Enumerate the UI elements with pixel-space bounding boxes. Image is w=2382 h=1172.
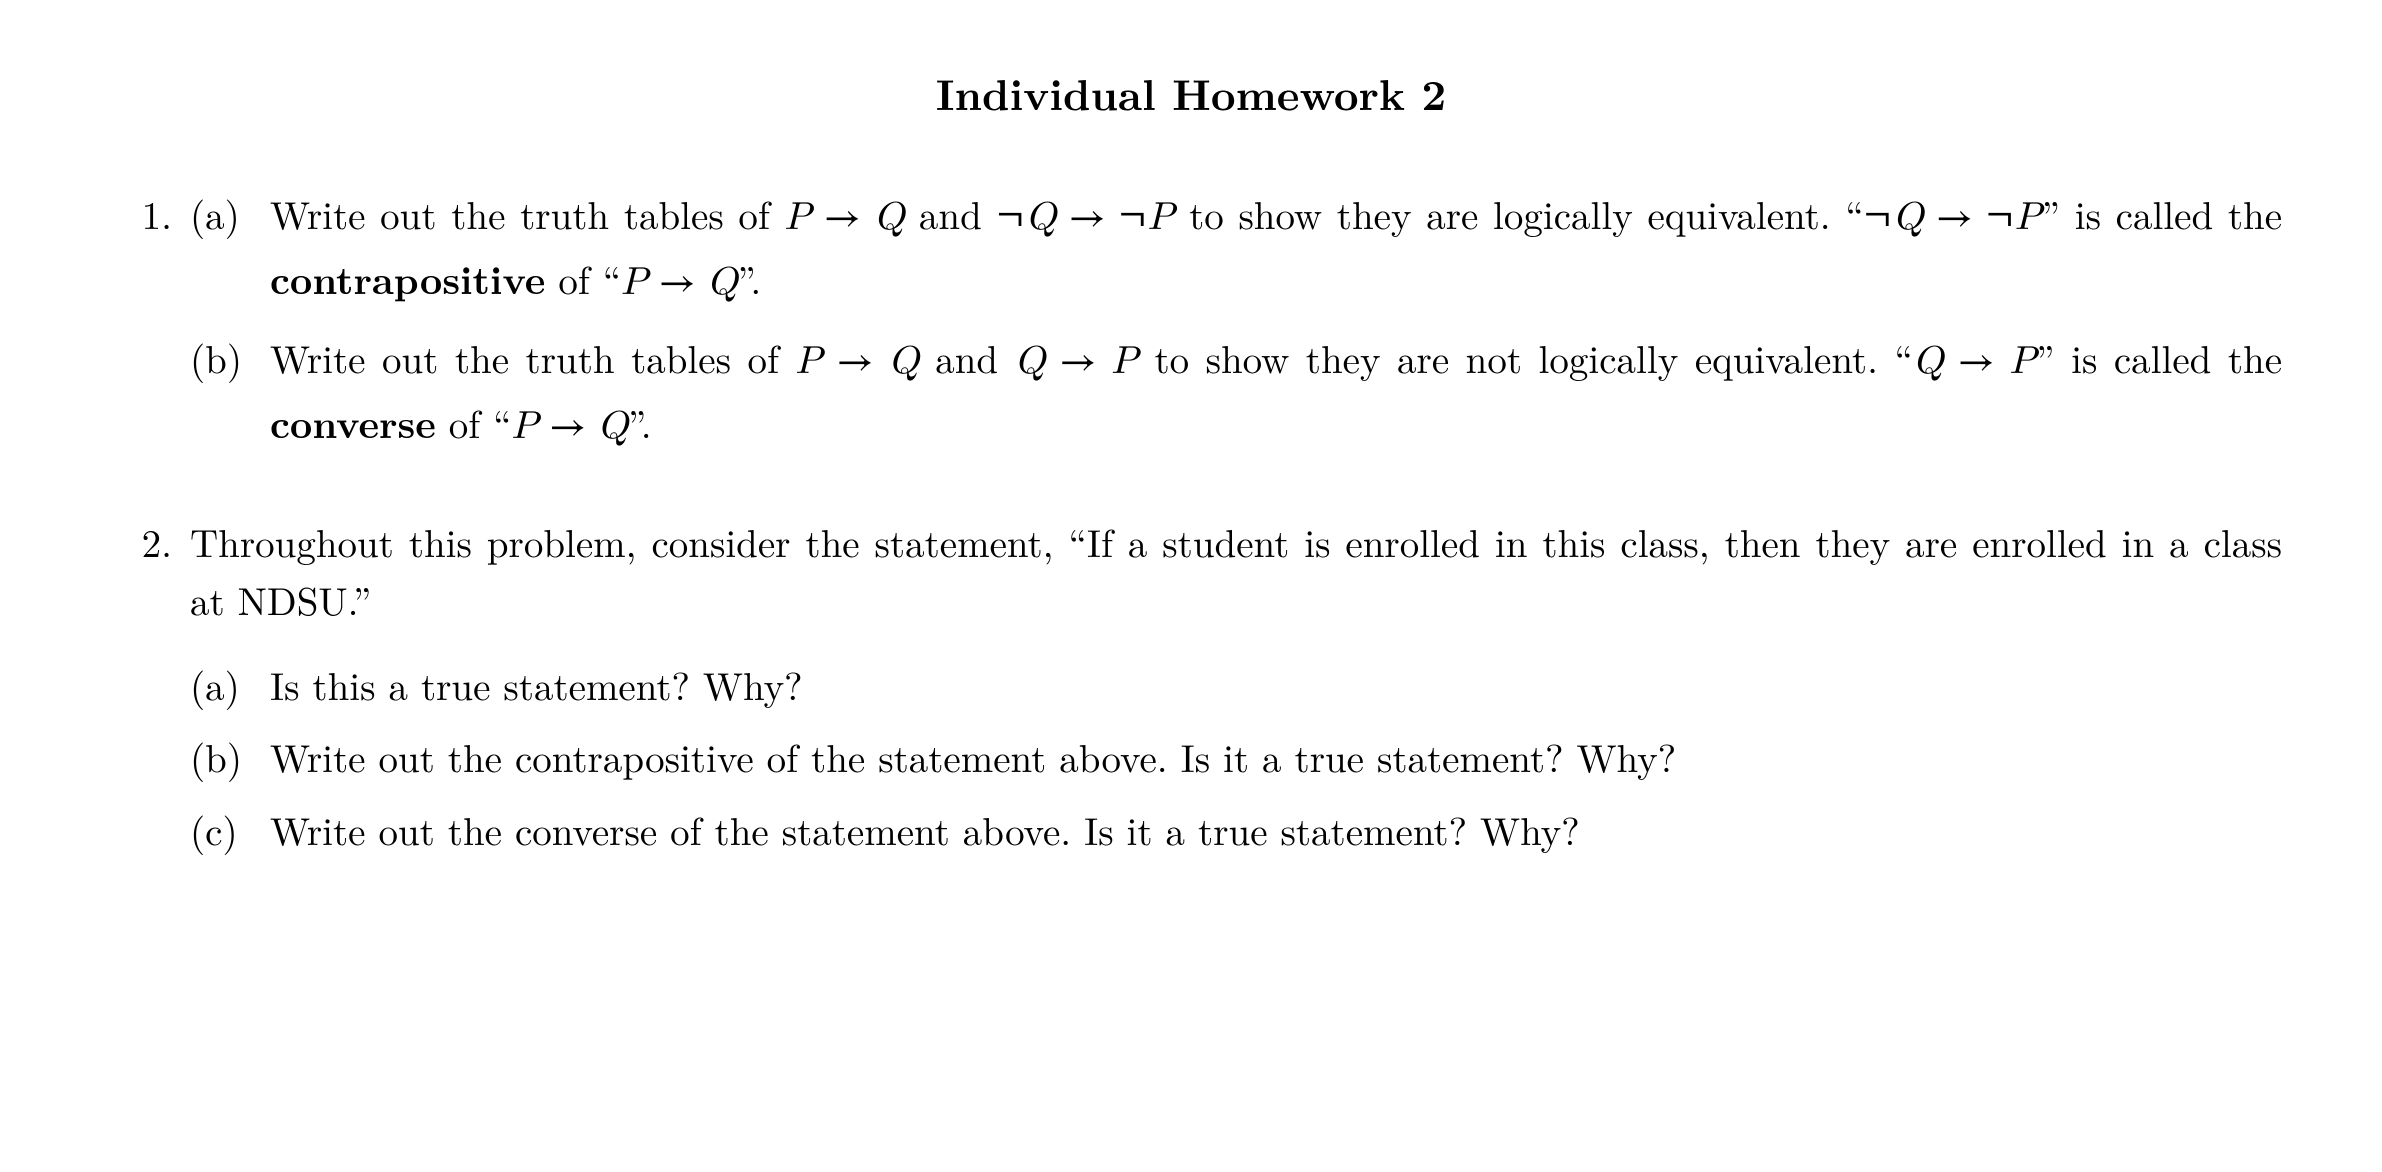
math-variable: Q [874,198,904,237]
subpart-text: Write out the truth tables of P → Q and … [270,185,2282,315]
negation-symbol: ¬ [1119,200,1148,239]
subpart-label: (b) [190,329,270,459]
math-variable: Q [1026,198,1056,237]
subpart: (a)Is this a true statement? Why? [190,656,2282,715]
text-run: ” is called the [2042,186,2282,241]
math-variable: P [512,407,539,446]
problems-container: 1.(a)Write out the truth tables of P → Q… [100,185,2282,874]
problem-intro: Throughout this problem, consider the st… [190,513,2282,630]
subpart-label: (c) [190,801,270,860]
arrow-symbol: → [1943,344,2009,383]
subpart: (b)Write out the truth tables of P → Q a… [190,329,2282,459]
subpart-text: Write out the contrapositive of the stat… [270,728,2282,787]
math-variable: P [795,342,822,381]
text-run: Throughout this problem, consider the st… [190,514,2282,628]
subpart-text: Write out the truth tables of P → Q and … [270,329,2282,459]
problem: 2.Throughout this problem, consider the … [100,513,2282,874]
subpart: (a)Write out the truth tables of P → Q a… [190,185,2282,315]
document-title: Individual Homework 2 [100,60,2282,125]
math-variable: P [785,198,812,237]
negation-symbol: ¬ [1864,200,1893,239]
text-run: Is this a true statement? Why? [270,657,803,712]
text-run: to show they are not logically equivalen… [1138,330,1913,385]
text-run: ”. [737,251,761,306]
subpart: (c)Write out the converse of the stateme… [190,801,2282,860]
negation-symbol: ¬ [1986,200,2015,239]
math-variable: P [2015,198,2042,237]
math-variable: Q [888,342,918,381]
text-run: Write out the truth tables of [270,186,785,241]
math-variable: P [621,263,648,302]
text-run: Write out the truth tables of [270,330,795,385]
arrow-symbol: → [811,200,874,239]
subpart-text: Write out the converse of the statement … [270,801,2282,860]
problem-number: 1. [100,185,190,473]
problem-body: (a)Write out the truth tables of P → Q a… [190,185,2282,473]
arrow-symbol: → [822,344,888,383]
math-variable: Q [1893,198,1923,237]
text-run: ” is called the [2036,330,2282,385]
math-variable: P [1148,198,1175,237]
bold-term: contrapositive [270,250,545,306]
subpart-text: Is this a true statement? Why? [270,656,2282,715]
subpart-label: (b) [190,728,270,787]
text-run: of “ [436,395,512,450]
arrow-symbol: → [538,409,597,448]
subpart: (b)Write out the contrapositive of the s… [190,728,2282,787]
arrow-symbol: → [648,265,707,304]
text-run: of “ [545,251,621,306]
problem-body: Throughout this problem, consider the st… [190,513,2282,874]
math-variable: Q [707,263,737,302]
math-variable: P [1111,342,1138,381]
document-page: Individual Homework 2 1.(a)Write out the… [0,0,2382,1172]
subpart-label: (a) [190,185,270,315]
text-run: Write out the contrapositive of the stat… [270,729,1676,784]
bold-term: converse [270,394,436,450]
negation-symbol: ¬ [997,200,1026,239]
math-variable: Q [1913,342,1943,381]
text-run: to show they are logically equivalent. “ [1174,186,1863,241]
math-variable: Q [1015,342,1045,381]
subpart-label: (a) [190,656,270,715]
text-run: Write out the converse of the statement … [270,802,1580,857]
math-variable: P [2010,342,2037,381]
text-run: ”. [628,395,652,450]
math-variable: Q [597,407,627,446]
text-run: and [904,186,996,241]
arrow-symbol: → [1056,200,1119,239]
problem: 1.(a)Write out the truth tables of P → Q… [100,185,2282,473]
text-run: and [919,330,1015,385]
arrow-symbol: → [1923,200,1986,239]
problem-number: 2. [100,513,190,874]
arrow-symbol: → [1045,344,1111,383]
